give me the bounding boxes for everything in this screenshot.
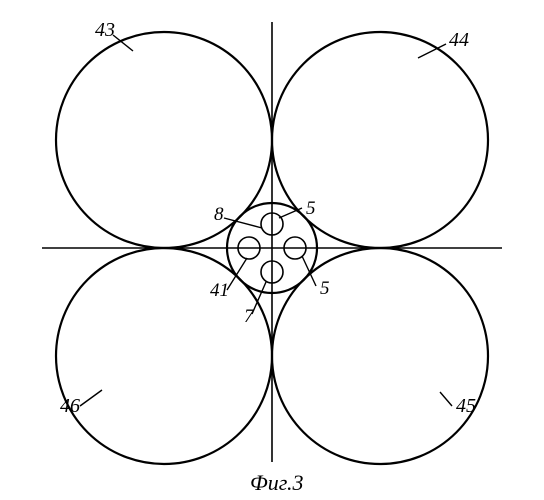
label-43: 43 <box>95 19 115 41</box>
label-8: 8 <box>214 204 224 225</box>
label-5: 5 <box>306 198 316 219</box>
label-5: 5 <box>320 278 330 299</box>
label-44: 44 <box>449 29 469 51</box>
label-41: 41 <box>210 280 229 301</box>
figure-diagram: 43 44 46 45 8 5 41 7 5 Фиг.3 <box>0 0 544 500</box>
label-45: 45 <box>456 395 476 417</box>
label-7: 7 <box>244 306 255 327</box>
figure-caption: Фиг.3 <box>250 470 304 495</box>
label-46: 46 <box>60 395 80 417</box>
